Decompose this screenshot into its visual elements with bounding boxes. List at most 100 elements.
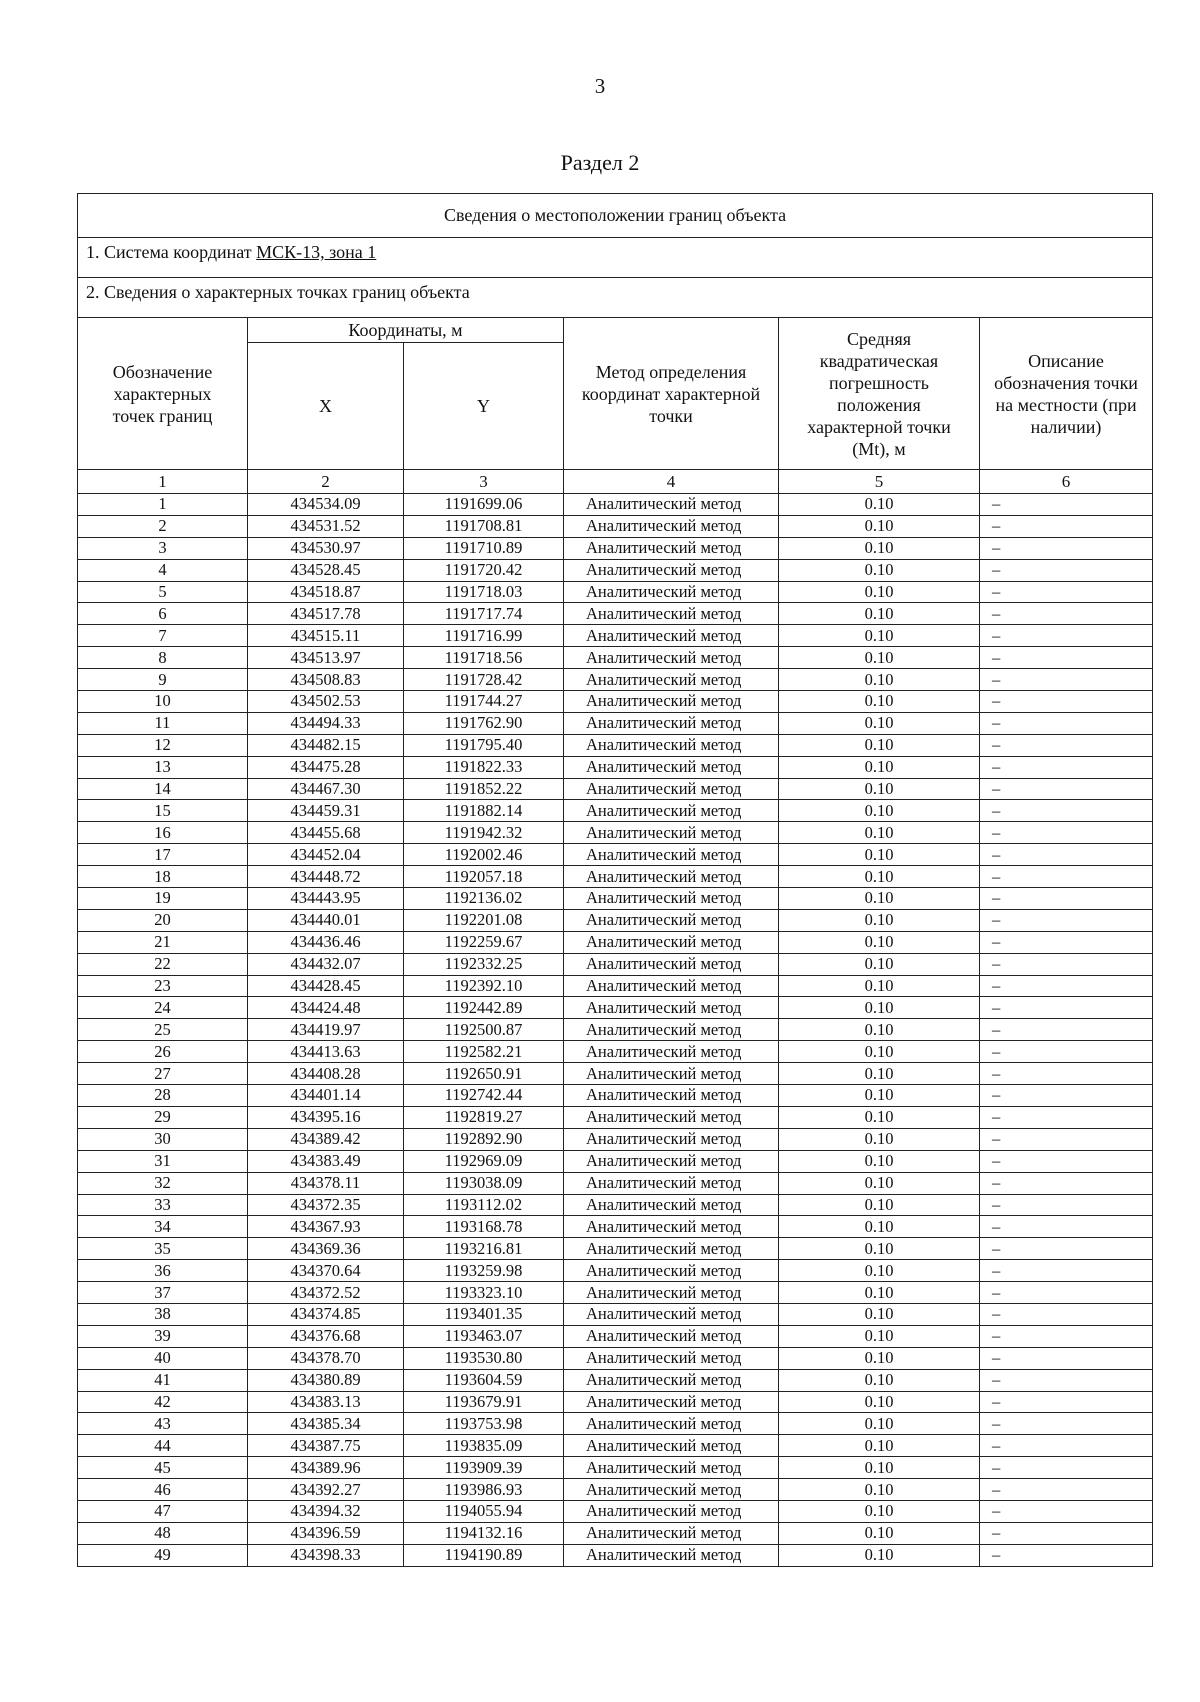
cell-coord-y: 1193112.02: [403, 1193, 564, 1217]
cell-coord-x: 434534.09: [247, 493, 404, 516]
cell-method: Аналитический метод: [563, 493, 779, 516]
table-row: 19 434443.95 1192136.02 Аналитический метод…: [77, 887, 1154, 910]
cell-coord-y: 1193753.98: [403, 1412, 564, 1436]
cell-coord-y: 1192392.10: [403, 974, 564, 998]
cell-description: –: [978, 755, 1154, 779]
cell-point-id: 14: [77, 777, 248, 801]
cell-point-id: 49: [77, 1543, 248, 1567]
cell-coord-y: 1192819.27: [403, 1105, 564, 1129]
cell-method: Аналитический метод: [563, 1215, 779, 1239]
cell-description: –: [978, 1149, 1154, 1173]
cell-point-id: 44: [77, 1434, 248, 1458]
table-row: 36 434370.64 1193259.98 Аналитический метод…: [77, 1259, 1154, 1283]
cell-coord-x: 434389.96: [247, 1456, 404, 1480]
cell-error: 0.10: [778, 514, 980, 538]
cell-coord-x: 434392.27: [247, 1478, 404, 1501]
cell-description: –: [978, 624, 1154, 648]
cell-coord-y: 1192136.02: [403, 887, 564, 910]
header-point: Обозначение характерных точек границ: [77, 317, 248, 470]
cell-point-id: 22: [77, 952, 248, 976]
cell-method: Аналитический метод: [563, 711, 779, 735]
cell-point-id: 9: [77, 668, 248, 692]
cell-point-id: 16: [77, 821, 248, 845]
cell-description: –: [978, 1302, 1154, 1326]
cell-point-id: 28: [77, 1084, 248, 1107]
table-title: Сведения о местоположении границ объекта: [76, 193, 1154, 238]
cell-error: 0.10: [778, 1390, 980, 1414]
table-row: 44 434387.75 1193835.09 Аналитический метод…: [77, 1434, 1154, 1458]
cell-method: Аналитический метод: [563, 865, 779, 889]
cell-method: Аналитический метод: [563, 1368, 779, 1392]
table-row: 13 434475.28 1191822.33 Аналитический метод…: [77, 755, 1154, 779]
cell-point-id: 17: [77, 843, 248, 867]
cell-coord-x: 434383.49: [247, 1149, 404, 1173]
cell-coord-y: 1193530.80: [403, 1346, 564, 1370]
cell-coord-y: 1192742.44: [403, 1084, 564, 1107]
cell-error: 0.10: [778, 974, 980, 998]
cell-point-id: 33: [77, 1193, 248, 1217]
column-number: 1: [77, 469, 248, 494]
cell-coord-y: 1193168.78: [403, 1215, 564, 1239]
page-number: 3: [594, 74, 606, 98]
cell-point-id: 29: [77, 1105, 248, 1129]
table-row: 12 434482.15 1191795.40 Аналитический метод…: [77, 733, 1154, 757]
cell-method: Аналитический метод: [563, 799, 779, 823]
cell-error: 0.10: [778, 1281, 980, 1304]
table-row: 47 434394.32 1194055.94 Аналитический метод…: [77, 1499, 1154, 1523]
cell-coord-y: 1194190.89: [403, 1543, 564, 1567]
cell-error: 0.10: [778, 1499, 980, 1523]
cell-coord-y: 1191718.03: [403, 580, 564, 604]
table-row: 15 434459.31 1191882.14 Аналитический метод…: [77, 799, 1154, 823]
cell-error: 0.10: [778, 1368, 980, 1392]
coord-system-row: 1. Система координат МСК-13, зона 1: [76, 237, 1154, 278]
cell-description: –: [978, 1018, 1154, 1042]
table-row: 8 434513.97 1191718.56 Аналитический метод 0…: [77, 646, 1154, 670]
cell-method: Аналитический метод: [563, 580, 779, 604]
cell-point-id: 2: [77, 514, 248, 538]
cell-method: Аналитический метод: [563, 887, 779, 910]
cell-point-id: 43: [77, 1412, 248, 1436]
table-row: 38 434374.85 1193401.35 Аналитический метод…: [77, 1302, 1154, 1326]
cell-description: –: [978, 1368, 1154, 1392]
cell-error: 0.10: [778, 711, 980, 735]
cell-method: Аналитический метод: [563, 1105, 779, 1129]
cell-description: –: [978, 799, 1154, 823]
cell-description: –: [978, 1259, 1154, 1283]
cell-coord-y: 1191852.22: [403, 777, 564, 801]
header-method: Метод определения координат характерной …: [563, 317, 779, 470]
cell-error: 0.10: [778, 536, 980, 560]
table-row: 31 434383.49 1192969.09 Аналитический метод…: [77, 1149, 1154, 1173]
table-row: 48 434396.59 1194132.16 Аналитический метод…: [77, 1521, 1154, 1545]
coord-system-value: МСК-13, зона 1: [256, 242, 377, 262]
cell-error: 0.10: [778, 843, 980, 867]
cell-description: –: [978, 1543, 1154, 1567]
cell-coord-x: 434528.45: [247, 558, 404, 582]
cell-coord-x: 434443.95: [247, 887, 404, 910]
table-row: 45 434389.96 1193909.39 Аналитический метод…: [77, 1456, 1154, 1480]
header-desc: Описание обозначения точки на местности …: [978, 317, 1154, 470]
cell-point-id: 7: [77, 624, 248, 648]
cell-error: 0.10: [778, 1543, 980, 1567]
cell-method: Аналитический метод: [563, 646, 779, 670]
cell-error: 0.10: [778, 930, 980, 954]
cell-error: 0.10: [778, 887, 980, 910]
cell-coord-x: 434376.68: [247, 1324, 404, 1348]
points-section-label: 2. Сведения о характерных точках границ …: [76, 277, 1154, 318]
cell-description: –: [978, 1215, 1154, 1239]
cell-method: Аналитический метод: [563, 952, 779, 976]
cell-point-id: 48: [77, 1521, 248, 1545]
table-row: 11 434494.33 1191762.90 Аналитический метод…: [77, 711, 1154, 735]
cell-point-id: 27: [77, 1062, 248, 1086]
cell-method: Аналитический метод: [563, 1040, 779, 1064]
cell-method: Аналитический метод: [563, 690, 779, 713]
cell-method: Аналитический метод: [563, 1237, 779, 1261]
cell-description: –: [978, 1456, 1154, 1480]
cell-description: –: [978, 1346, 1154, 1370]
cell-coord-x: 434380.89: [247, 1368, 404, 1392]
cell-coord-y: 1192201.08: [403, 908, 564, 932]
cell-point-id: 46: [77, 1478, 248, 1501]
cell-description: –: [978, 668, 1154, 692]
cell-description: –: [978, 602, 1154, 626]
cell-coord-x: 434475.28: [247, 755, 404, 779]
cell-error: 0.10: [778, 799, 980, 823]
